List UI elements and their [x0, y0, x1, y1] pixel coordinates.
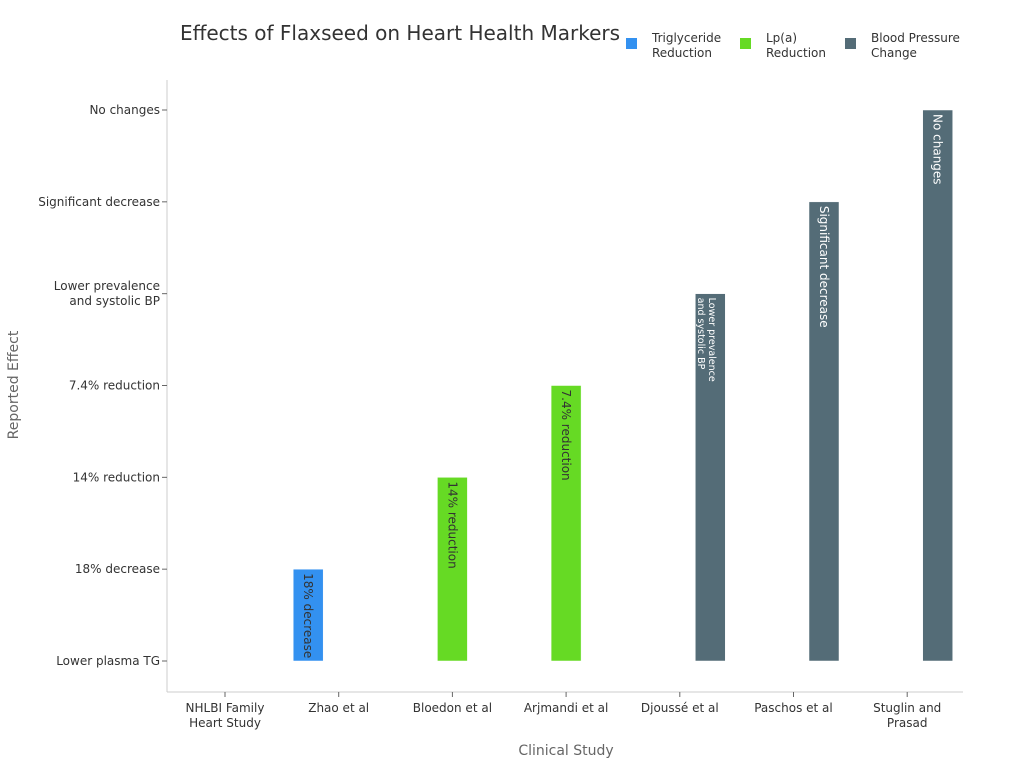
- bar-label-group: Significant decrease: [817, 206, 831, 328]
- bar: [808, 201, 840, 662]
- text-line: Blood Pressure: [871, 31, 960, 45]
- x-tick-label: Zhao et al: [308, 701, 369, 715]
- legend-swatch: [845, 38, 856, 49]
- text-line: Bloedon et al: [413, 701, 492, 715]
- legend-label: Lp(a) Reduction: [766, 31, 826, 60]
- chart-title: Effects of Flaxseed on Heart Health Mark…: [180, 21, 620, 45]
- text-line: 14% reduction: [445, 481, 459, 568]
- text-line: Change: [871, 46, 917, 60]
- bar-label: 18% decrease: [301, 573, 315, 658]
- text-line: Stuglin and: [873, 701, 941, 715]
- text-line: Triglyceride: [651, 31, 721, 45]
- bar-label: 7.4% reduction: [559, 390, 573, 481]
- x-tick-label: Djoussé et al: [641, 701, 719, 715]
- x-tick-label: NHLBI Family Heart Study: [186, 701, 265, 730]
- text-line: and systolic BP: [69, 294, 160, 308]
- bars: 18% decrease 14% reduction 7.4% reduction L…: [292, 109, 953, 662]
- bar-label: No changes: [931, 114, 945, 185]
- text-line: Arjmandi et al: [524, 701, 608, 715]
- text-line: Heart Study: [189, 716, 261, 730]
- y-tick-label: Lower plasma TG: [56, 654, 160, 668]
- bar-label-group: Lower prevalenceand systolic BP: [695, 298, 717, 382]
- text-line: Prasad: [887, 716, 928, 730]
- text-line: Djoussé et al: [641, 701, 719, 715]
- axis-ticks: NHLBI Family Heart Study Zhao et al Bloedon…: [38, 103, 941, 730]
- x-tick-label: Stuglin and Prasad: [873, 701, 941, 730]
- y-tick-label: 14% reduction: [73, 470, 160, 484]
- text-line: 14% reduction: [73, 470, 160, 484]
- text-line: Zhao et al: [308, 701, 369, 715]
- text-line: 18% decrease: [301, 573, 315, 658]
- bar: [292, 568, 324, 662]
- legend-swatch: [626, 38, 637, 49]
- text-line: Lower prevalence: [706, 298, 717, 382]
- bar: [437, 477, 468, 662]
- x-tick-label: Arjmandi et al: [524, 701, 608, 715]
- text-line: Lower plasma TG: [56, 654, 160, 668]
- text-line: Significant decrease: [817, 206, 831, 328]
- bar-label-group: 14% reduction: [445, 481, 459, 568]
- text-line: and systolic BP: [695, 298, 706, 370]
- legend-swatch: [740, 38, 751, 49]
- bar-label-group: No changes: [931, 114, 945, 185]
- x-tick-label: Paschos et al: [754, 701, 833, 715]
- text-line: Lower prevalence: [54, 279, 160, 293]
- bar-label: 14% reduction: [445, 481, 459, 568]
- x-axis-label: Clinical Study: [518, 743, 613, 759]
- text-line: Paschos et al: [754, 701, 833, 715]
- text-line: Reduction: [652, 46, 712, 60]
- bar: [550, 385, 582, 662]
- bar: [922, 109, 953, 662]
- x-tick-label: Bloedon et al: [413, 701, 492, 715]
- legend-label: Blood Pressure Change: [871, 31, 960, 60]
- text-line: No changes: [931, 114, 945, 185]
- y-tick-label: 7.4% reduction: [69, 379, 160, 393]
- legend-label: Triglyceride Reduction: [651, 31, 721, 60]
- bar-label: Significant decrease: [817, 206, 831, 328]
- text-line: Reduction: [766, 46, 826, 60]
- y-tick-label: Significant decrease: [38, 195, 160, 209]
- text-line: 7.4% reduction: [559, 390, 573, 481]
- text-line: NHLBI Family: [186, 701, 265, 715]
- text-line: No changes: [89, 103, 160, 117]
- text-line: 18% decrease: [75, 562, 160, 576]
- y-tick-label: 18% decrease: [75, 562, 160, 576]
- y-tick-label: No changes: [89, 103, 160, 117]
- y-tick-label: Lower prevalence and systolic BP: [54, 279, 160, 308]
- bar-label-group: 18% decrease: [301, 573, 315, 658]
- text-line: Significant decrease: [38, 195, 160, 209]
- bar: [695, 293, 726, 662]
- text-line: Lp(a): [766, 31, 797, 45]
- text-line: 7.4% reduction: [69, 379, 160, 393]
- bar-label: Lower prevalenceand systolic BP: [695, 298, 717, 382]
- y-axis-label: Reported Effect: [6, 330, 22, 439]
- bar-label-group: 7.4% reduction: [559, 390, 573, 481]
